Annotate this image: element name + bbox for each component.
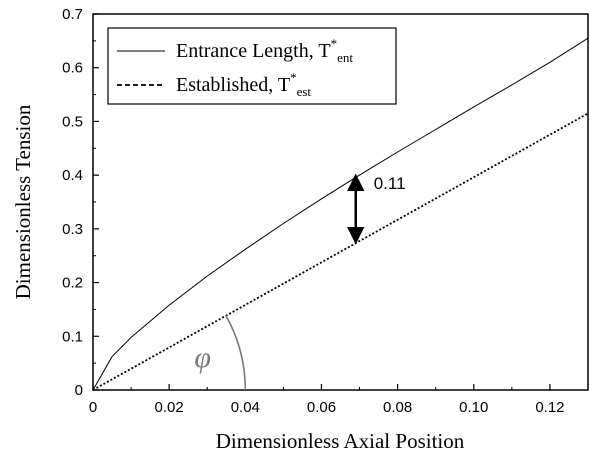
y-tick-label: 0.2 — [62, 275, 83, 292]
legend-label-entrance-sub: ent — [337, 50, 353, 65]
angle-symbol: φ — [194, 341, 211, 374]
x-axis-title: Dimensionless Axial Position — [216, 429, 465, 453]
legend-label-established: Established, T*est — [176, 70, 311, 99]
y-tick-label: 0.1 — [62, 328, 83, 345]
legend-label-established-sup: * — [290, 70, 297, 85]
angle-arc — [225, 315, 247, 391]
x-tick-label: 0 — [89, 399, 97, 416]
y-axis-title: Dimensionless Tension — [11, 104, 35, 299]
y-tick-label: 0.6 — [62, 60, 83, 77]
legend-label-entrance-sup: * — [331, 36, 338, 51]
legend-label-established-main: Established, T — [176, 74, 290, 96]
y-tick-label: 0.7 — [62, 6, 83, 23]
x-tick-label: 0.10 — [459, 399, 488, 416]
gap-label: 0.11 — [374, 174, 406, 193]
y-tick-label: 0 — [75, 382, 83, 399]
x-tick-label: 0.06 — [307, 399, 336, 416]
legend: Entrance Length, T*ent Established, T*es… — [107, 27, 397, 105]
x-tick-label: 0.02 — [155, 399, 184, 416]
x-axis-ticks: 0 0.02 0.04 0.06 0.08 0.10 0.12 — [89, 384, 565, 416]
x-tick-label: 0.12 — [535, 399, 564, 416]
legend-label-entrance-main: Entrance Length, T — [176, 40, 331, 62]
y-tick-label: 0.3 — [62, 221, 83, 238]
series-layer — [92, 37, 589, 391]
legend-label-entrance: Entrance Length, T*ent — [176, 36, 353, 65]
x-tick-label: 0.08 — [383, 399, 412, 416]
y-tick-label: 0.5 — [62, 113, 83, 130]
x-tick-label: 0.04 — [231, 399, 260, 416]
y-tick-label: 0.4 — [62, 167, 83, 184]
legend-box — [107, 27, 397, 105]
series-line-entrance-length — [92, 37, 589, 391]
series-line-established — [92, 112, 589, 391]
y-axis-ticks: 0 0.1 0.2 0.3 0.4 0.5 0.6 0.7 — [62, 6, 99, 399]
legend-label-established-sub: est — [297, 84, 312, 99]
